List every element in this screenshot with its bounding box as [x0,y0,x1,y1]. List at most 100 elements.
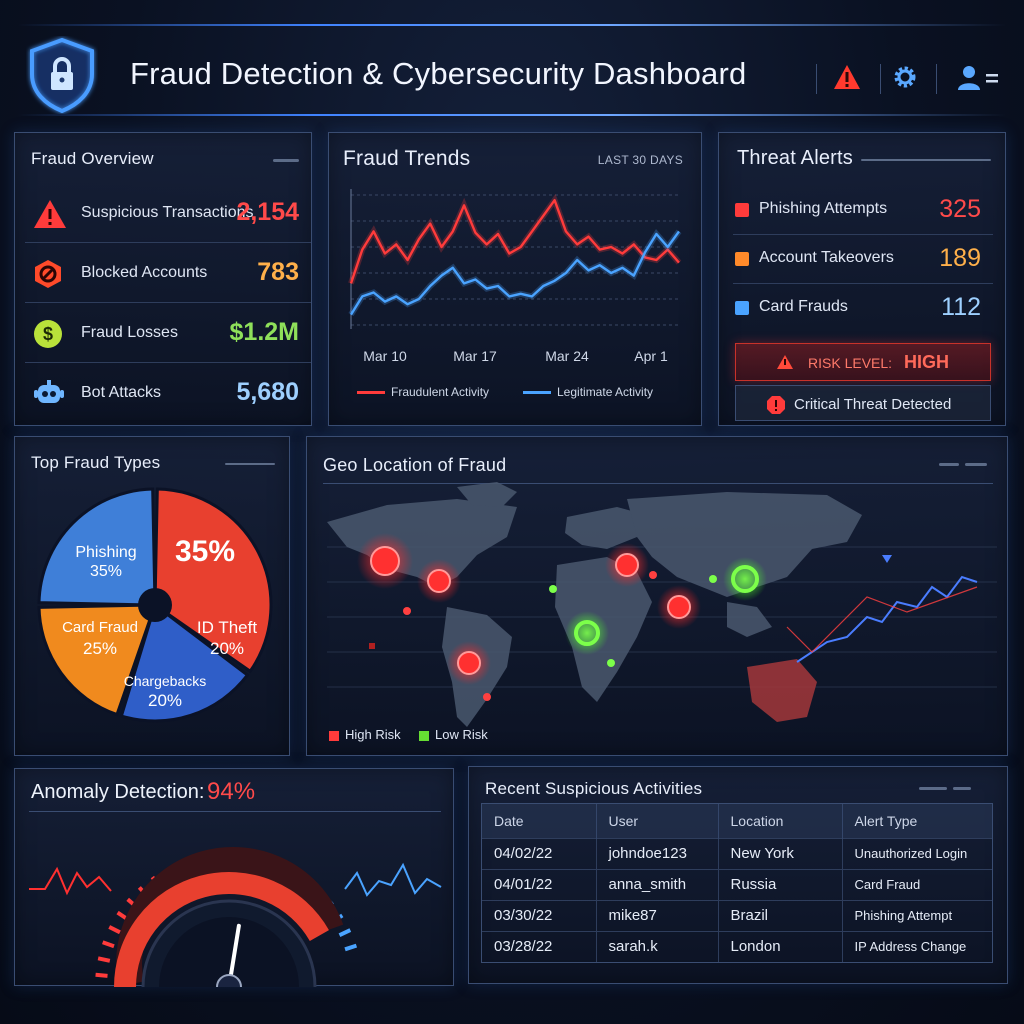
legend-swatch-fraud [357,391,385,394]
map-trend-line [786,586,978,653]
cell-location: Brazil [718,899,843,931]
title-rule [273,159,299,162]
gauge-fill [114,872,329,987]
overview-row-blocked[interactable]: Blocked Accounts 783 [25,245,311,303]
asia-shape [627,492,862,597]
hotspot-high[interactable] [615,553,639,577]
overview-label: Suspicious Transactions [81,204,254,221]
hotspot-high[interactable] [667,595,691,619]
slice-pct: 20% [147,691,183,710]
check-icon [735,301,749,315]
threat-row-cards[interactable]: Card Frauds 112 [733,285,993,333]
column-header[interactable]: Location [718,804,843,838]
table-row[interactable]: 03/28/22 sarah.k London IP Address Chang… [482,930,992,962]
threat-row-takeovers[interactable]: Account Takeovers 189 [733,236,993,284]
gauge-tick [102,940,115,949]
series-line-fraudulent-activity[interactable] [349,198,680,284]
column-header[interactable]: Date [482,804,597,838]
overview-row-bots[interactable]: Bot Attacks 5,680 [25,365,311,423]
activity-table: Date User Location Alert Type 04/02/22 j… [482,804,992,962]
hotspot-high[interactable] [370,546,400,576]
slice-name: ID Theft [196,618,258,637]
slice-label-chargebacks: Chargebacks 20% [115,671,215,711]
table-header-row: Date User Location Alert Type [482,804,992,838]
southeast-asia-shape [727,602,772,637]
pie-slice-chargebacks[interactable] [37,603,158,717]
header-bottom-rule [18,114,1006,116]
slice-name: Card Fraud [62,619,138,636]
legend-low-risk: Low Risk [435,727,488,742]
overview-label: Bot Attacks [81,384,162,401]
cell-date: 03/28/22 [482,930,597,962]
cell-user: sarah.k [596,930,719,962]
title-rule [225,463,275,465]
marker-icon [882,555,892,563]
series-line-legitimate-activity[interactable] [349,230,680,316]
title-rule [861,159,991,161]
map-trend-line [796,575,978,663]
hotspot-low[interactable] [574,620,600,646]
cell-location: New York [718,837,843,869]
cell-user: johndoe123 [596,837,719,869]
cell-alert-type: Card Fraud [842,868,992,900]
legend-swatch-legit [523,391,551,394]
top-fraud-types-panel: Top Fraud Types Phishing 35% 35% ID Thef… [14,436,290,756]
hotspot-low[interactable] [731,565,759,593]
hotspot-high[interactable] [427,569,451,593]
slice-label-card-fraud: Card Fraud 25% [55,617,145,659]
anomaly-wave-left [29,866,112,896]
table-row[interactable]: 03/30/22 mike87 Brazil Phishing Attempt [482,899,992,931]
divider [29,811,441,812]
pie-hub [138,588,172,622]
svg-text:$: $ [43,324,53,344]
divider [323,483,993,484]
gauge-tick [97,956,111,963]
fraud-overview-panel: Fraud Overview Suspicious Transactions 2… [14,132,312,426]
risk-level-value: HIGH [904,352,949,372]
overview-row-losses[interactable]: $ Fraud Losses $1.2M [25,305,311,363]
overview-row-suspicious[interactable]: Suspicious Transactions 2,154 [25,185,311,243]
user-menu-icon[interactable] [950,60,1006,94]
legend-legit: Legitimate Activity [557,385,654,399]
fraud-trends-panel: Fraud Trends LAST 30 DAYS Mar 10 Mar 17 Ma… [328,132,702,426]
trend-chart: Mar 10 Mar 17 Mar 24 Apr 1 [348,189,682,364]
critical-threat-text: Critical Threat Detected [794,396,952,413]
slice-name: Phishing [75,544,137,561]
column-header[interactable]: Alert Type [842,804,992,838]
slice-label-phishing: Phishing 35% [63,543,149,581]
gear-icon[interactable] [888,60,922,94]
cell-location: Russia [718,868,843,900]
x-tick-label: Mar 24 [545,348,589,364]
warning-icon [33,199,66,229]
threat-row-phishing[interactable]: Phishing Attempts 325 [733,187,993,235]
anomaly-gauge [29,846,442,987]
north-america-shape [327,499,517,587]
world-map[interactable] [307,437,1009,757]
title-rule [919,787,947,790]
threat-value: 112 [941,293,981,321]
title-rule [965,463,987,466]
slice-headline-pct: 35% [175,535,236,568]
pie-slice-id-theft[interactable] [119,602,250,723]
check-icon [735,252,749,266]
threat-value: 189 [939,244,981,272]
pie-slice-card-fraud[interactable] [37,487,157,607]
date-range-label[interactable]: LAST 30 DAYS [597,153,683,167]
hotspot-high[interactable] [457,651,481,675]
table-row[interactable]: 04/01/22 anna_smith Russia Card Fraud [482,868,992,900]
dollar-icon: $ [33,319,63,349]
anomaly-value: 94% [207,778,256,805]
pie-slice-phishing[interactable] [153,487,273,674]
overview-value: 5,680 [236,378,299,406]
table-row[interactable]: 04/02/22 johndoe123 New York Unauthorize… [482,837,992,869]
critical-threat-banner[interactable]: Critical Threat Detected [735,385,991,421]
overview-value: 783 [257,258,299,286]
risk-level-badge: RISK LEVEL: HIGH [735,343,991,381]
activity-table-wrapper: Date User Location Alert Type 04/02/22 j… [481,803,993,963]
legend-high-risk: High Risk [345,727,401,742]
gauge-tick [338,928,352,938]
column-header[interactable]: User [596,804,719,838]
alert-icon[interactable] [830,60,864,94]
bot-icon [33,379,64,409]
gauge-inner [159,917,299,987]
